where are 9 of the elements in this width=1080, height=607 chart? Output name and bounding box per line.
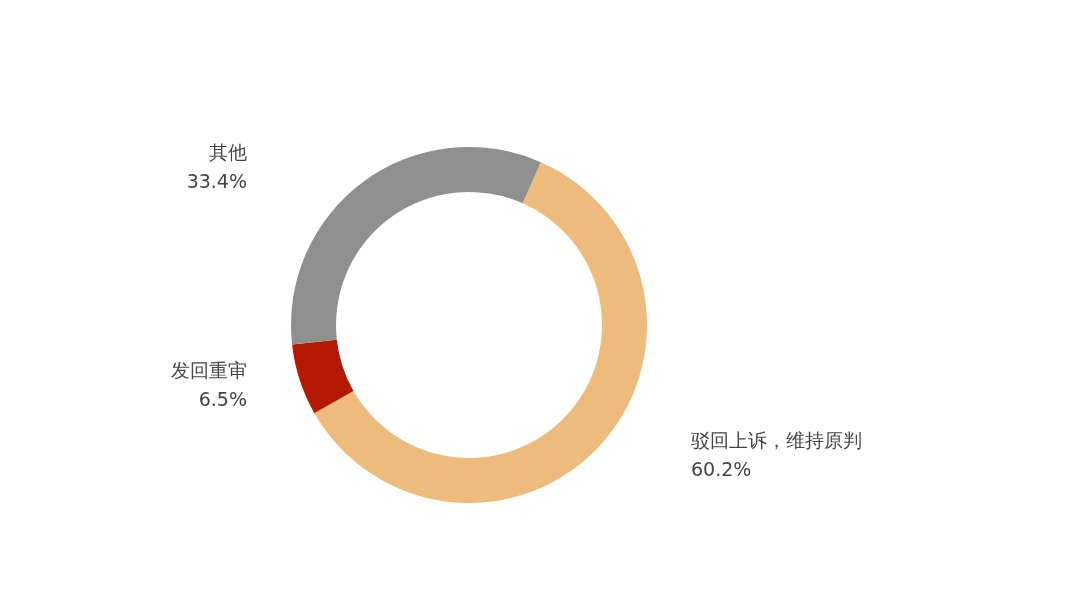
slice-label: 发回重审	[171, 358, 247, 381]
donut-slice	[314, 162, 647, 503]
donut-slice	[291, 147, 541, 345]
slice-label: 其他	[209, 141, 247, 164]
donut-slice	[292, 339, 354, 414]
data-label: 6.5%	[198, 387, 247, 410]
data-label: 60.2%	[691, 458, 752, 481]
slice-label: 驳回上诉，维持原判	[691, 429, 862, 452]
data-label: 33.4%	[186, 170, 247, 193]
